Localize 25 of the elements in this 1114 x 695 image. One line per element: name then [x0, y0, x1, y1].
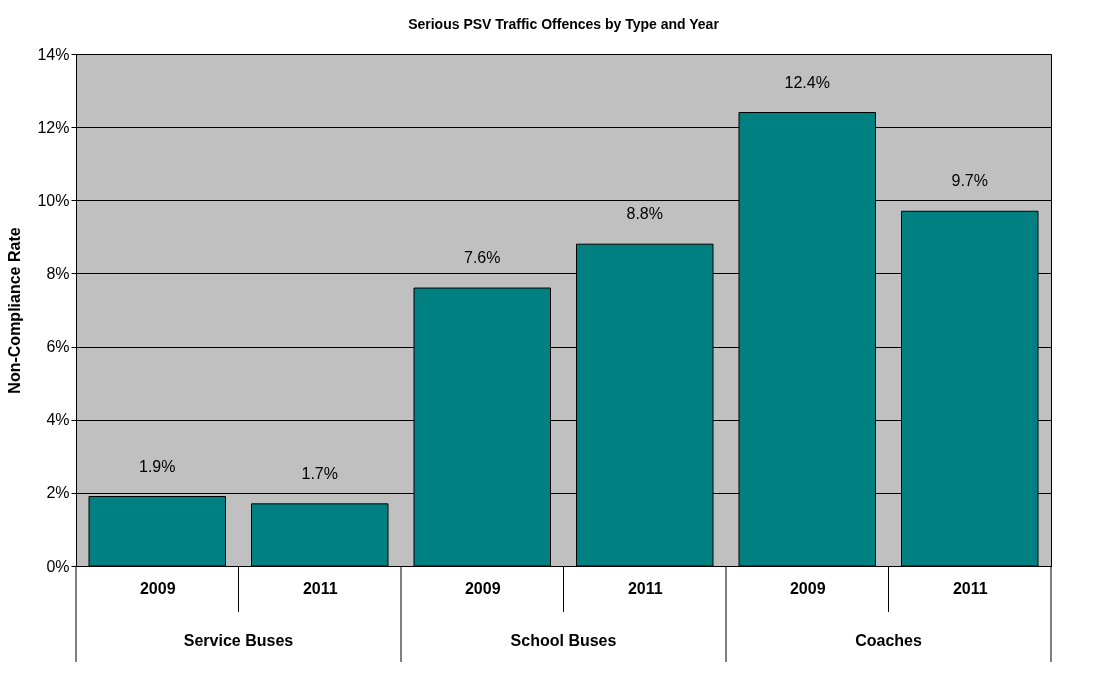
- y-tick-label: 14%: [37, 45, 70, 63]
- x-tick-label: 2009: [139, 579, 176, 597]
- y-axis-title: Non-Compliance Rate: [6, 227, 24, 394]
- data-label: 9.7%: [951, 172, 988, 190]
- data-label: 7.6%: [464, 249, 501, 267]
- y-tick-label: 8%: [46, 264, 70, 282]
- data-label: 8.8%: [626, 205, 663, 223]
- text: School Buses: [510, 632, 617, 649]
- y-tick-label: 2%: [46, 484, 70, 502]
- y-tick-label: 0%: [46, 557, 70, 575]
- x-tick-label: 2011: [952, 579, 988, 597]
- x-tick-label: 2011: [302, 579, 338, 597]
- x-tick-label: 2009: [464, 579, 501, 597]
- data-label: 12.4%: [784, 73, 830, 91]
- chart-title: Serious PSV Traffic Offences by Type and Year: [408, 16, 720, 32]
- x-tick-label: 2009: [789, 579, 826, 597]
- x-tick-label: 2011: [627, 579, 663, 597]
- text: Coaches: [855, 632, 922, 649]
- y-tick-label: 10%: [37, 191, 70, 209]
- y-tick-label: 4%: [46, 411, 70, 429]
- y-tick-label: 12%: [37, 118, 70, 136]
- text: Service Buses: [183, 632, 294, 649]
- data-label: 1.7%: [301, 464, 338, 482]
- data-label: 1.9%: [139, 457, 176, 475]
- y-tick-label: 6%: [46, 338, 70, 356]
